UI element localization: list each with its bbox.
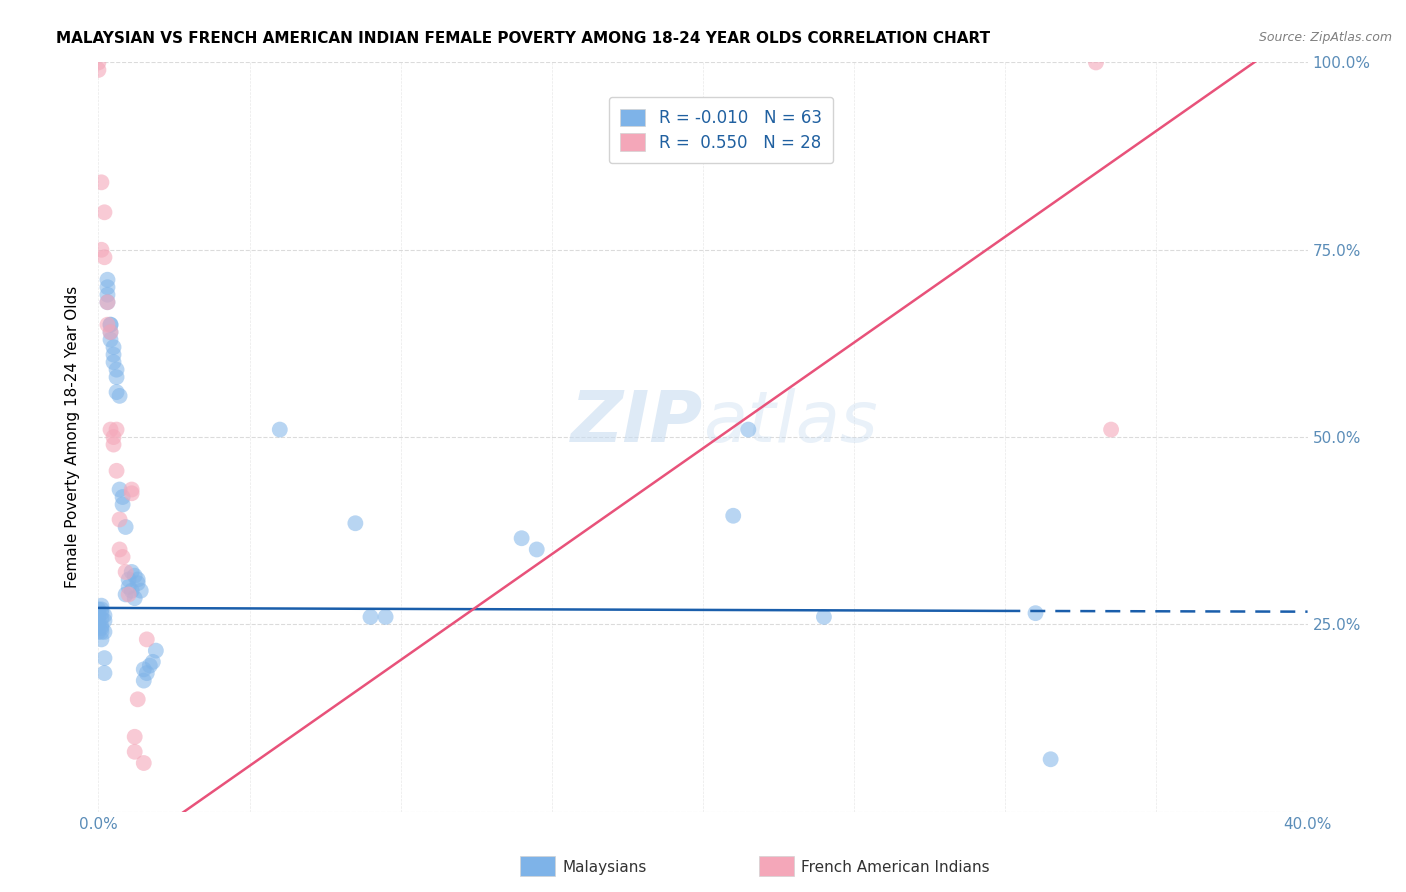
Point <box>1085 55 1108 70</box>
Point <box>142 655 165 669</box>
Point <box>124 745 146 759</box>
Point <box>127 692 149 706</box>
Text: atlas: atlas <box>703 388 877 457</box>
Point <box>1099 423 1122 437</box>
Point <box>129 583 152 598</box>
Point <box>90 611 112 625</box>
Point <box>108 542 131 557</box>
Point <box>114 520 136 534</box>
Point <box>96 295 118 310</box>
Text: Source: ZipAtlas.com: Source: ZipAtlas.com <box>1258 31 1392 45</box>
Point <box>132 756 155 770</box>
Point <box>374 610 396 624</box>
Point <box>90 602 112 616</box>
Point <box>118 587 141 601</box>
Point <box>108 389 131 403</box>
Point <box>90 632 112 647</box>
Point <box>124 730 146 744</box>
Point <box>105 464 128 478</box>
Point <box>360 610 382 624</box>
Point <box>111 549 134 564</box>
Point <box>93 651 115 665</box>
Y-axis label: Female Poverty Among 18-24 Year Olds: Female Poverty Among 18-24 Year Olds <box>65 286 80 588</box>
Point <box>87 617 110 632</box>
Point <box>93 205 115 219</box>
Point <box>135 632 157 647</box>
Point <box>96 287 118 301</box>
Point <box>93 624 115 639</box>
Point <box>96 280 118 294</box>
Point <box>103 348 125 362</box>
Point <box>145 643 167 657</box>
Point <box>93 608 115 623</box>
Point <box>510 531 533 545</box>
Point <box>108 512 131 526</box>
Point <box>90 624 112 639</box>
Text: ZIP: ZIP <box>571 388 703 457</box>
Point <box>93 614 115 628</box>
Text: French American Indians: French American Indians <box>801 860 990 874</box>
Point <box>127 573 149 587</box>
Point <box>90 619 112 633</box>
Point <box>87 624 110 639</box>
Point <box>132 673 155 688</box>
Point <box>105 370 128 384</box>
Point <box>1039 752 1062 766</box>
Point <box>100 318 122 332</box>
Point <box>269 423 291 437</box>
Point <box>87 602 110 616</box>
Point <box>103 340 125 354</box>
Point <box>1024 606 1046 620</box>
Point <box>139 658 162 673</box>
Point <box>103 437 125 451</box>
Point <box>737 423 759 437</box>
Point <box>93 250 115 264</box>
Point <box>114 565 136 579</box>
Point <box>90 599 112 613</box>
Point <box>121 583 143 598</box>
Point <box>100 333 122 347</box>
Point <box>105 362 128 376</box>
Point <box>96 273 118 287</box>
Point <box>100 318 122 332</box>
Text: MALAYSIAN VS FRENCH AMERICAN INDIAN FEMALE POVERTY AMONG 18-24 YEAR OLDS CORRELA: MALAYSIAN VS FRENCH AMERICAN INDIAN FEMA… <box>56 31 990 46</box>
Text: Malaysians: Malaysians <box>562 860 647 874</box>
Point <box>93 666 115 681</box>
Point <box>114 587 136 601</box>
Point <box>135 666 157 681</box>
Point <box>103 355 125 369</box>
Point <box>87 55 110 70</box>
Point <box>526 542 548 557</box>
Point <box>121 565 143 579</box>
Point <box>127 576 149 591</box>
Point <box>105 423 128 437</box>
Point <box>90 606 112 620</box>
Point <box>124 568 146 582</box>
Point <box>121 486 143 500</box>
Point <box>103 430 125 444</box>
Point <box>100 423 122 437</box>
Point <box>124 591 146 606</box>
Point <box>90 621 112 635</box>
Point <box>100 325 122 339</box>
Legend: R = -0.010   N = 63, R =  0.550   N = 28: R = -0.010 N = 63, R = 0.550 N = 28 <box>609 97 834 163</box>
Point <box>813 610 835 624</box>
Point <box>100 325 122 339</box>
Point <box>723 508 745 523</box>
Point <box>121 483 143 497</box>
Point <box>118 573 141 587</box>
Point <box>111 490 134 504</box>
Point <box>96 295 118 310</box>
Point <box>87 610 110 624</box>
Point <box>111 498 134 512</box>
Point <box>132 662 155 676</box>
Point <box>87 62 110 77</box>
Point <box>105 385 128 400</box>
Point <box>96 318 118 332</box>
Point <box>90 175 112 189</box>
Point <box>118 580 141 594</box>
Point <box>90 243 112 257</box>
Point <box>344 516 367 531</box>
Point <box>108 483 131 497</box>
